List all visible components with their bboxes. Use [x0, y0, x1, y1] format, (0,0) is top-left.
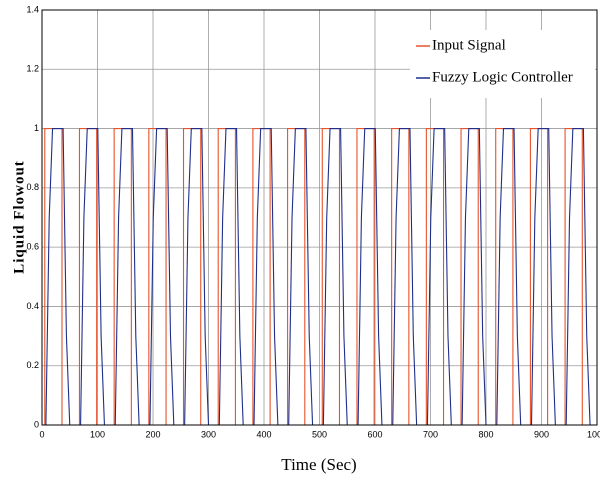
x-tick-label: 500: [312, 429, 327, 439]
y-tick-label: 0.2: [26, 360, 39, 370]
plot-frame: [41, 9, 598, 426]
x-tick-label: 800: [478, 429, 493, 439]
x-tick-label: 300: [201, 429, 216, 439]
y-tick-label: 0.8: [26, 182, 39, 192]
x-axis-label: Time (Sec): [281, 455, 356, 474]
legend-label: Input Signal: [432, 37, 506, 53]
y-tick-label: 1.2: [26, 64, 39, 74]
x-tick-label: 600: [367, 429, 382, 439]
legend-box: [410, 30, 595, 98]
x-tick-label: 700: [423, 429, 438, 439]
y-tick-label: 0.4: [26, 301, 39, 311]
y-tick-label: 1: [34, 123, 39, 133]
y-axis-label: Liquid Flowout: [11, 160, 27, 274]
legend-label: Fuzzy Logic Controller: [432, 69, 573, 85]
x-tick-label: 1000: [587, 429, 600, 439]
x-tick-label: 400: [256, 429, 271, 439]
x-tick-label: 0: [39, 429, 44, 439]
y-tick-label: 0: [34, 419, 39, 429]
x-tick-label: 100: [90, 429, 105, 439]
y-tick-label: 1.4: [26, 4, 39, 14]
x-tick-label: 200: [145, 429, 160, 439]
y-tick-label: 0.6: [26, 242, 39, 252]
x-tick-label: 900: [534, 429, 549, 439]
